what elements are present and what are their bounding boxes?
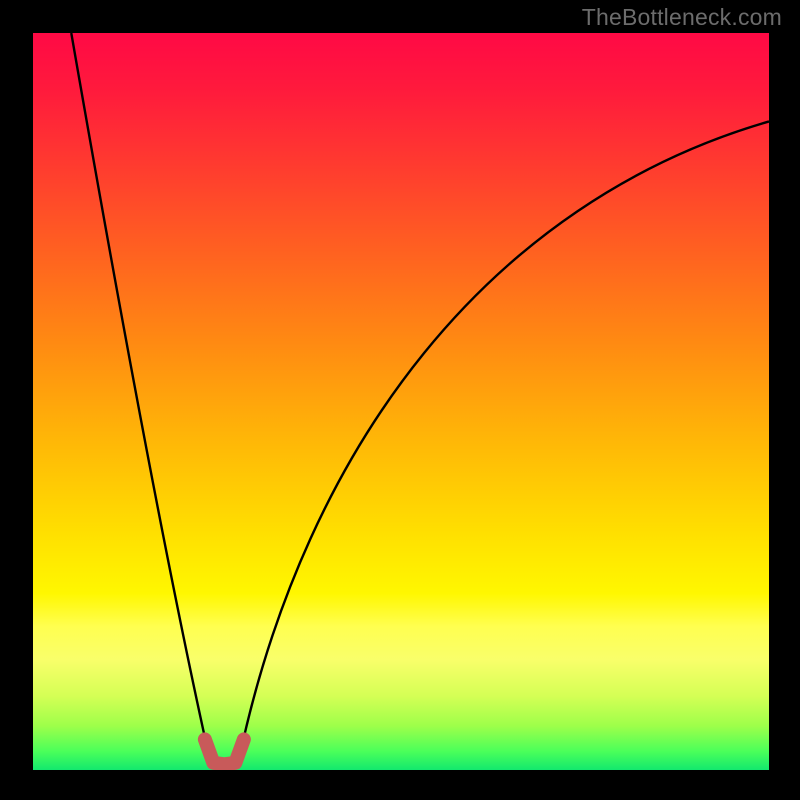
gradient-background (33, 33, 769, 770)
plot-area (33, 33, 769, 770)
watermark-text: TheBottleneck.com (582, 4, 782, 31)
chart-svg (33, 33, 769, 770)
